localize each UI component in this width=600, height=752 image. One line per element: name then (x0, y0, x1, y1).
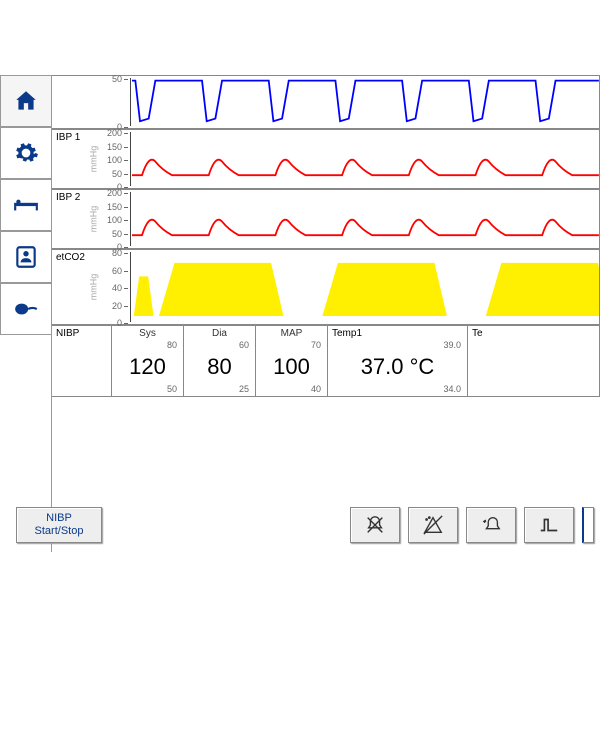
waveform-label: IBP 1 (56, 132, 80, 143)
waveform-unit: mmHg (88, 274, 98, 301)
sidebar-home[interactable] (0, 75, 51, 127)
waveform-button[interactable] (524, 507, 574, 543)
alarm-setup-icon (479, 514, 503, 536)
alarm-setup-button[interactable] (466, 507, 516, 543)
vital-title: MAP (260, 328, 323, 339)
gear-icon (13, 140, 39, 166)
patient-icon (13, 244, 39, 270)
vital-hi: 80 (167, 340, 177, 350)
vital-temp1: Temp1 39.0 37.0 °C 34.0 (328, 326, 468, 396)
nibp-label-box: NIBP (52, 326, 112, 396)
waveform-unit: mmHg (88, 206, 98, 233)
waveform-trace (132, 76, 599, 124)
vital-lo: 25 (239, 384, 249, 394)
vital-title: Te (472, 328, 595, 339)
vitals-row: NIBPSys 80 120 50Dia 60 80 25MAP 70 100 … (52, 325, 600, 397)
vital-lo: 40 (311, 384, 321, 394)
bottom-toolbar: NIBP Start/Stop (10, 500, 600, 550)
monitor-screen: 500IBP 1mmHg200150100500IBP 2mmHg2001501… (0, 75, 600, 552)
vital-title: Dia (188, 328, 251, 339)
waveform-label: etCO2 (56, 252, 85, 263)
vital-map: MAP 70 100 40 (256, 326, 328, 396)
vital-dia: Dia 60 80 25 (184, 326, 256, 396)
vital-title: Temp1 (332, 328, 463, 339)
waveform-icon (537, 514, 561, 536)
vital-sys: Sys 80 120 50 (112, 326, 184, 396)
alarm-mute-icon (363, 514, 387, 536)
vital-lo: 50 (167, 384, 177, 394)
waveform-etCO2: etCO2mmHg806040200 (52, 249, 600, 325)
bed-icon (13, 192, 39, 218)
vital-hi: 70 (311, 340, 321, 350)
alarm-limit-icon (421, 514, 445, 536)
sidebar-patient-bed[interactable] (0, 179, 51, 231)
waveform-trace (132, 250, 599, 318)
waveform-IBP 2: IBP 2mmHg200150100500 (52, 189, 600, 249)
partial-button[interactable] (582, 507, 594, 543)
vital-title: Sys (116, 328, 179, 339)
sidebar-settings[interactable] (0, 127, 51, 179)
vital-hi: 39.0 (443, 340, 461, 350)
waveform-trace (132, 190, 599, 244)
sensor-icon (13, 296, 39, 322)
home-icon (13, 88, 39, 114)
vital-lo: 34.0 (443, 384, 461, 394)
sidebar-patient-info[interactable] (0, 231, 51, 283)
sidebar (0, 75, 52, 552)
main-panel: 500IBP 1mmHg200150100500IBP 2mmHg2001501… (52, 75, 600, 552)
vital-temp2-partial: Te (468, 326, 599, 396)
nibp-start-stop-button[interactable]: NIBP Start/Stop (16, 507, 102, 543)
vital-hi: 60 (239, 340, 249, 350)
waveform-trace (132, 130, 599, 184)
waveform-unit: mmHg (88, 146, 98, 173)
waveform-IBP 1: IBP 1mmHg200150100500 (52, 129, 600, 189)
alarm-limit-button[interactable] (408, 507, 458, 543)
waveform-top: 500 (52, 75, 600, 129)
sidebar-sensor[interactable] (0, 283, 51, 335)
waveform-label: IBP 2 (56, 192, 80, 203)
alarm-mute-button[interactable] (350, 507, 400, 543)
